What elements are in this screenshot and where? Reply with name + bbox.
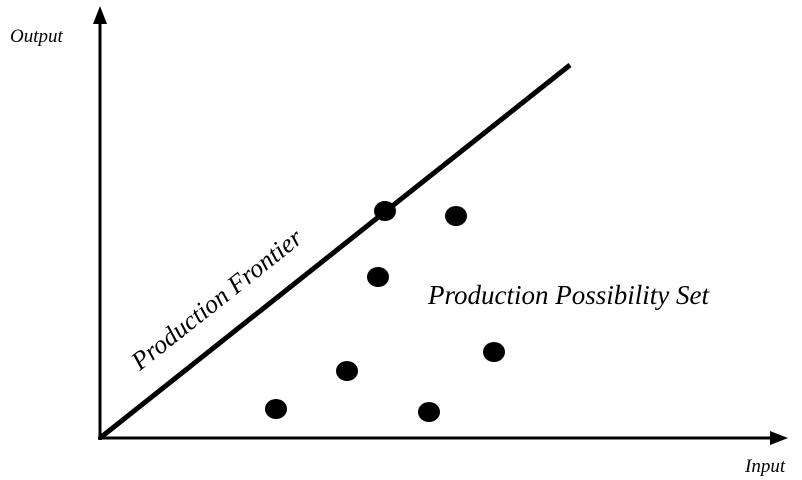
dot — [367, 267, 389, 287]
dot — [336, 361, 358, 381]
frontier-line — [98, 63, 572, 440]
frontier-label: Production Frontier — [125, 222, 309, 376]
y-axis-arrow — [93, 6, 107, 24]
x-axis-arrow — [770, 431, 788, 445]
dot — [483, 342, 505, 362]
x-axis-label: Input — [744, 456, 786, 477]
dot — [445, 206, 467, 226]
dot — [374, 201, 396, 221]
dots — [265, 201, 505, 422]
y-axis-label: Output — [10, 26, 64, 47]
dot — [265, 399, 287, 419]
dot — [418, 402, 440, 422]
region-label: Production Possibility Set — [427, 280, 710, 310]
